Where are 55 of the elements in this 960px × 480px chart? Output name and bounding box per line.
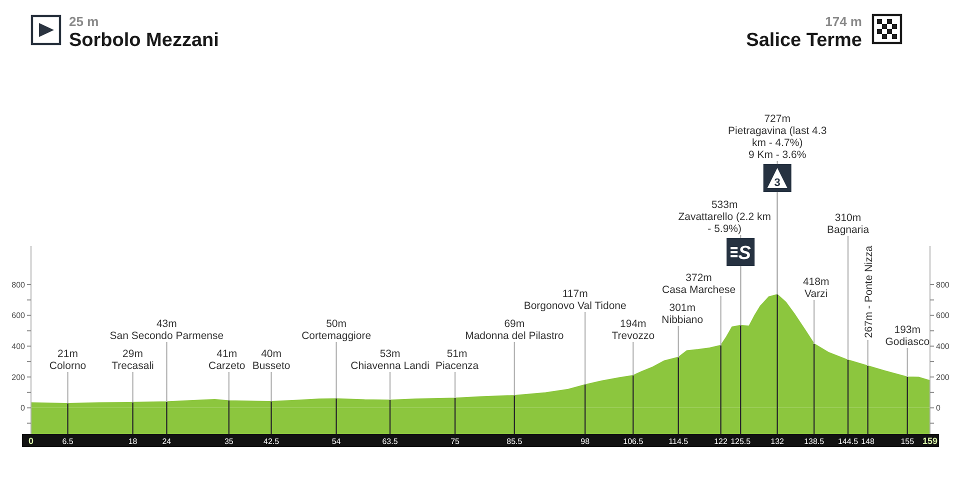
x-tick-label: 24 [162,437,172,446]
x-tick-label: 42.5 [264,437,280,446]
x-tick-label: 155 [900,437,915,446]
x-tick-label: 35 [224,437,234,446]
x-tick-label: 75 [450,437,460,446]
x-tick-label: 85.5 [506,437,523,446]
ref-line-label: 51m Piacenza [435,348,479,372]
x-tick-label: 54 [332,437,342,446]
y2-tick-label: 400 [936,342,950,352]
ref-line-label: 40m Busseto [252,348,290,372]
ref-line-label: 193m Godiasco [885,324,930,348]
ref-line-label: 372m Casa Marchese [662,272,736,296]
y2-tick-label: 600 [936,311,950,320]
ref-line-label: 418m Varzi [802,276,830,300]
ref-line-label: 41m Carzeto [208,348,246,372]
x-tick-label: 63.5 [382,437,398,446]
x-tick-label: 138.5 [804,437,825,446]
y-tick-label: 400 [12,342,26,352]
x-tick-label: 6.5 [62,437,74,446]
ref-line-label: 29m Trecasali [112,348,154,372]
y2-tick-label: 200 [936,372,950,382]
ref-line-label: 69m Madonna del Pilastro [465,318,564,342]
x-tick-label: 144.5 [838,437,859,446]
x-tick-label: 98 [580,437,590,446]
ref-line-label: 310m Bagnaria [827,212,870,236]
x-tick-label: 122 [714,437,728,446]
ref-line-label: 43m San Secondo Parmense [110,318,224,342]
ref-line-label: 50m Cortemaggiore [302,318,372,342]
ref-line-label: 21m Colorno [49,348,86,372]
y-tick-label: 200 [12,372,26,382]
x-tick-label: 18 [128,437,138,446]
x-tick-label: 148 [861,437,876,446]
y-tick-label: 800 [12,280,26,290]
x-tick-label: 132 [770,437,785,446]
x-tick-label: 0 [28,436,34,446]
annotation: 3 [774,177,780,189]
ref-line-label: 194m Trevozzo [612,318,655,342]
ref-line-label: 301m Nibbiano [662,302,704,326]
ref-line-label: 53m Chiavenna Landi [350,348,430,372]
x-tick-label: 106.5 [623,437,644,446]
legend-label: 533m Zavattarello (2.2 km - 5.9%) [678,199,772,235]
ref-line-label: 267m - Ponte Nizza [862,246,875,338]
annotation: S [738,243,752,264]
ref-line-label: 727m Pietragavina (last 4.3 km - 4.7%) 9 Km - 3.6% [728,113,827,161]
y-tick-label: 600 [12,311,26,320]
y2-tick-label: 800 [936,280,950,290]
ref-line-label: 117m Borgonovo Val Tidone [524,288,627,312]
y2-tick-label: 0 [936,404,941,413]
x-tick-label: 125.5 [730,437,752,446]
x-tick-label: 114.5 [668,437,689,446]
text: 25 m Sorbolo Mezzani [69,14,219,51]
s-badge-icon: S [726,238,755,266]
y-tick-label: 0 [20,404,26,413]
text: 174 m Salice Terme [746,14,862,51]
x-tick-label: 159 [922,436,938,446]
